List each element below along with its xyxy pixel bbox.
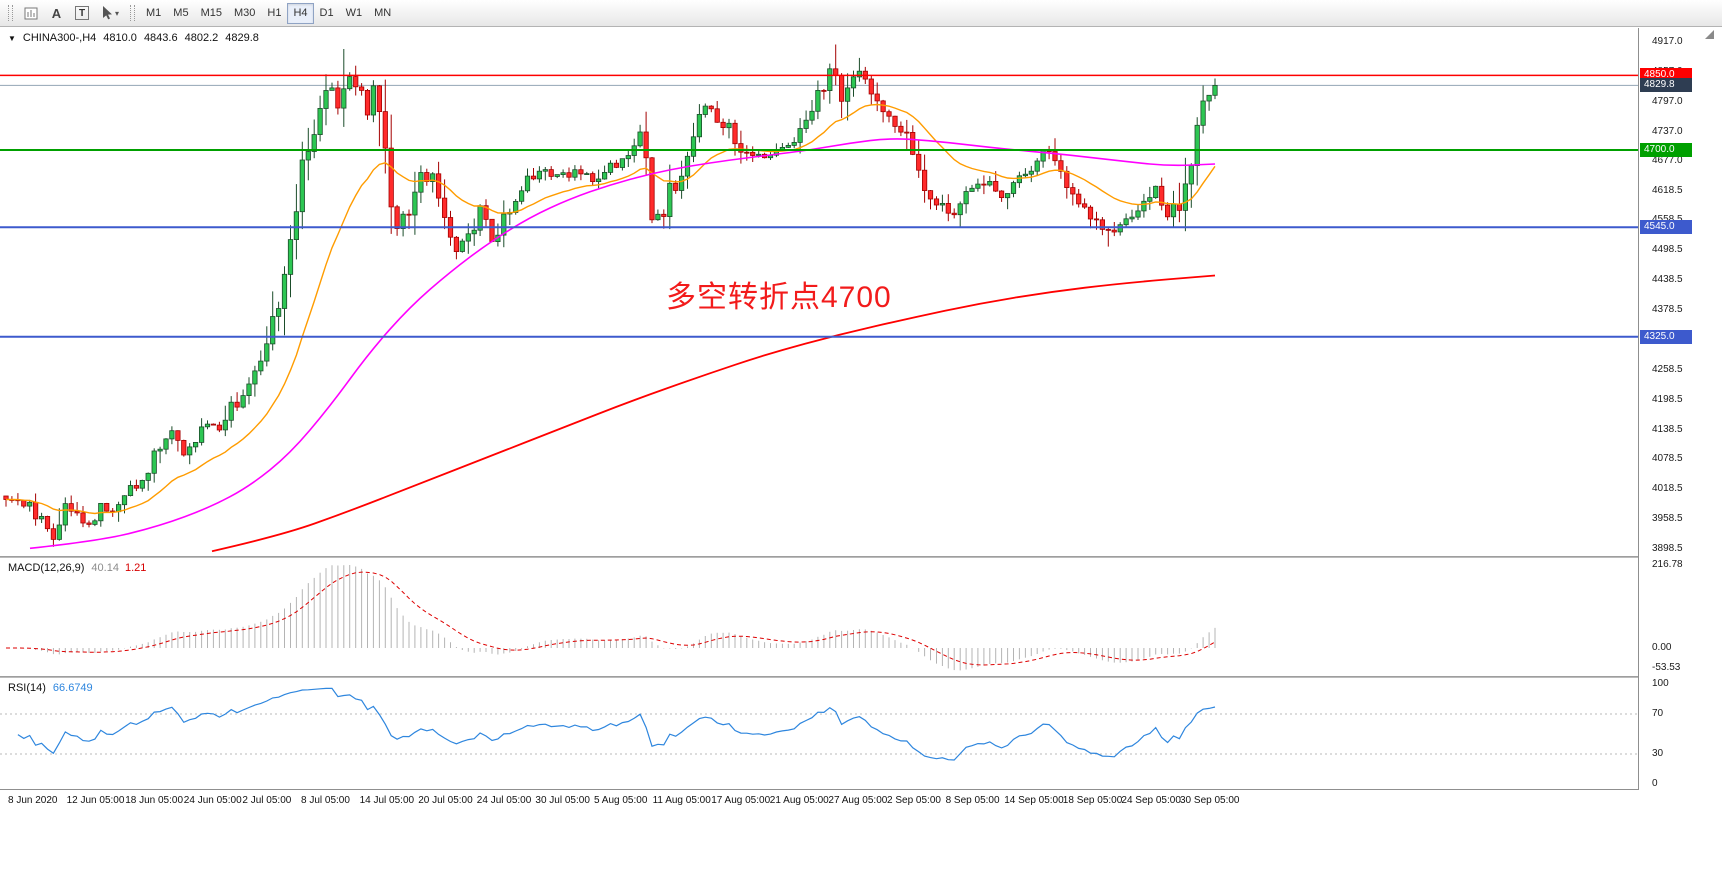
time-axis-label: 18 Sep 05:00 [1062,795,1123,806]
ohlc-open: 4810.0 [103,32,137,44]
time-axis-label: 24 Jun 05:00 [183,795,242,806]
time-axis-label: 14 Sep 05:00 [1004,795,1064,806]
price-axis-label: 3958.5 [1652,513,1683,525]
time-axis-label: 8 Jul 05:00 [301,795,350,806]
chart-symbol-period: CHINA300-,H4 [22,32,97,44]
time-axis-label: 14 Jul 05:00 [359,795,415,806]
toolbar: A T ▾ M1 M5 M15 M30 H1 H4 D1 W1 MN [0,0,1722,27]
level-badge-4545-0: 4545.0 [1640,220,1692,235]
ohlc-close: 4829.8 [225,32,259,44]
macd-indicator-label: MACD(12,26,9) [8,562,85,574]
time-axis-label: 24 Sep 05:00 [1121,795,1181,806]
pane-splitter[interactable] [0,676,1722,678]
price-axis-label: 4498.5 [1652,244,1683,256]
timeframe-button-m5[interactable]: M5 [167,3,194,24]
price-axis-label: 4438.5 [1652,274,1683,286]
time-axis-label: 21 Aug 05:00 [769,795,829,806]
time-axis-label: 20 Jul 05:00 [418,795,473,806]
time-axis-label: 12 Jun 05:00 [66,795,125,806]
toolbar-grip[interactable] [130,5,136,21]
rsi-value: 66.6749 [52,682,93,694]
time-axis-label: 30 Jul 05:00 [535,795,590,806]
timeframe-button-h4[interactable]: H4 [287,2,314,24]
time-axis-label: 27 Aug 05:00 [828,795,888,806]
chart-header: ▼ CHINA300-,H4 4810.0 4843.6 4802.2 4829… [8,32,259,44]
toolbar-grip[interactable] [8,5,13,21]
price-axis-label: 4558.5 [1652,214,1683,225]
price-axis-label: 4797.0 [1652,95,1683,107]
macd-axis-label: -53.53 [1652,662,1681,673]
rsi-axis-label: 70 [1652,708,1664,719]
price-axis-label: 4378.5 [1652,304,1683,316]
chart-scroll-marker[interactable] [1705,30,1714,39]
time-axis-label: 30 Sep 05:00 [1180,795,1240,806]
time-axis-label: 5 Aug 05:00 [594,795,648,806]
text-label-button[interactable]: T [69,3,95,24]
macd-axis-label: 0.00 [1652,642,1672,653]
price-axis-label: 3898.5 [1652,543,1683,554]
time-axis-label: 24 Jul 05:00 [476,795,532,806]
macd-pane[interactable]: MACD(12,26,9) 40.14 1.21 [0,558,1638,676]
level-badge-4325-0: 4325.0 [1640,329,1692,344]
dropdown-arrow-icon: ▾ [115,8,120,18]
timeframe-button-m15[interactable]: M15 [195,3,228,24]
macd-label-row: MACD(12,26,9) 40.14 1.21 [8,562,146,574]
timeframe-button-mn[interactable]: MN [368,3,397,24]
rsi-axis-label: 0 [1652,778,1658,789]
price-axis-label: 4917.0 [1652,36,1683,47]
time-axis[interactable]: 8 Jun 2020 12 Jun 05:00 18 Jun 05:00 24 Jun… [0,790,1638,814]
price-axis-label: 4018.5 [1652,483,1683,495]
price-axis-label: 4618.5 [1652,184,1683,196]
price-axis-label: 4198.5 [1652,393,1683,405]
price-axis-label: 4258.5 [1652,363,1683,375]
timeframe-button-m1[interactable]: M1 [140,3,167,24]
text-annotation-icon: A [51,5,62,21]
timeframe-button-m30[interactable]: M30 [228,3,261,24]
chart-window-button[interactable] [18,3,44,24]
bid-price-badge: 4829.8 [1640,78,1692,93]
cursor-icon [103,6,112,20]
time-axis-border [0,789,1722,790]
time-axis-label: 8 Sep 05:00 [945,795,1000,806]
rsi-indicator-label: RSI(14) [8,682,46,694]
price-axis-label: 4677.0 [1652,155,1683,167]
ohlc-high: 4843.6 [143,32,178,44]
timeframe-group: M1 M5 M15 M30 H1 H4 D1 W1 MN [140,2,397,24]
macd-signal-value: 1.21 [124,562,147,574]
ohlc-low: 4802.2 [184,32,219,44]
text-label-icon: T [75,6,89,20]
cursor-tool-button[interactable]: ▾ [95,3,125,24]
level-badge-4700-0: 4700.0 [1640,143,1692,158]
macd-axis-label: 216.78 [1652,559,1683,570]
price-chart-pane[interactable]: ▼ CHINA300-,H4 4810.0 4843.6 4802.2 4829… [0,28,1638,556]
time-axis-label: 2 Sep 05:00 [887,795,941,806]
chart-window-icon [24,7,38,19]
rsi-axis-label: 100 [1652,678,1669,689]
timeframe-button-d1[interactable]: D1 [314,3,340,24]
chart-expander-icon[interactable]: ▼ [8,33,16,43]
macd-main-value: 40.14 [91,562,119,574]
text-annotation-button[interactable]: A [44,3,69,24]
chart-annotation-text[interactable]: 多空转折点4700 [666,281,892,314]
timeframe-button-h1[interactable]: H1 [261,3,287,24]
time-axis-label: 11 Aug 05:00 [652,795,711,806]
price-axis-label: 4737.0 [1652,125,1683,137]
price-axis-label: 4138.5 [1652,423,1683,435]
rsi-canvas [0,687,1638,761]
rsi-label-row: RSI(14) 66.6749 [8,682,93,694]
macd-canvas [6,565,1216,671]
price-axis-label: 4078.5 [1652,453,1683,465]
time-axis-label: 18 Jun 05:00 [125,795,184,806]
time-axis-label: 8 Jun 2020 [8,795,58,806]
price-chart-canvas [0,44,1638,553]
price-axis[interactable]: 4917.04857.04797.04737.04677.04618.54558… [1638,28,1722,790]
rsi-pane[interactable]: RSI(14) 66.6749 [0,678,1638,788]
rsi-axis-label: 30 [1652,748,1664,759]
timeframe-button-w1[interactable]: W1 [340,3,369,24]
time-axis-label: 2 Jul 05:00 [242,795,292,806]
pane-splitter[interactable] [0,556,1722,558]
time-axis-label: 17 Aug 05:00 [711,795,771,806]
